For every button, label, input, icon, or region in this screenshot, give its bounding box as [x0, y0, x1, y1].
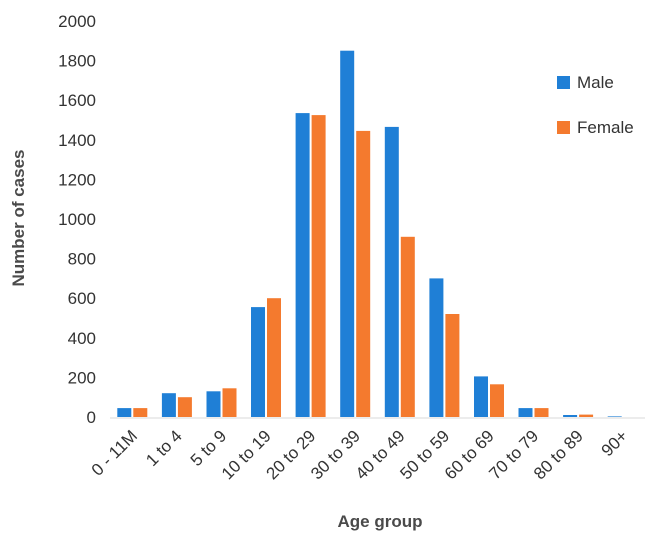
y-tick-label: 1400 [58, 131, 96, 150]
y-tick-label: 1800 [58, 52, 96, 71]
x-axis-title: Age group [338, 512, 423, 531]
legend-swatch-male [557, 76, 570, 89]
y-axis-title: Number of cases [9, 150, 28, 287]
bar-female-10 [579, 414, 594, 417]
bar-male-4 [295, 113, 310, 417]
bars [117, 50, 622, 418]
bar-female-3 [267, 298, 281, 417]
bar-male-11 [607, 416, 622, 417]
legend: Male Female [557, 73, 634, 137]
x-tick-label: 1 to 4 [142, 426, 186, 470]
bar-female-2 [222, 388, 237, 417]
x-tick-label: 0 - 11M [88, 426, 141, 479]
bar-female-6 [400, 236, 415, 417]
bar-male-3 [251, 307, 265, 417]
y-tick-label: 800 [68, 250, 96, 269]
legend-label-female: Female [577, 118, 634, 137]
y-tick-label: 400 [68, 329, 96, 348]
bar-male-9 [518, 408, 533, 417]
bar-male-5 [340, 50, 355, 417]
bar-female-5 [356, 130, 371, 417]
y-tick-label: 200 [68, 368, 96, 387]
bar-female-0 [133, 408, 148, 417]
y-tick-label: 2000 [58, 12, 96, 31]
x-tick-label: 80 to 89 [530, 426, 587, 483]
y-tick-label: 0 [87, 408, 96, 427]
y-tick-label: 600 [68, 289, 96, 308]
bar-male-1 [161, 393, 176, 417]
bar-male-7 [429, 278, 444, 417]
y-tick-label: 1200 [58, 170, 96, 189]
bar-female-8 [490, 384, 504, 417]
bar-female-9 [534, 408, 549, 417]
bar-female-1 [177, 397, 192, 417]
legend-swatch-female [557, 121, 570, 134]
bar-male-0 [117, 408, 132, 417]
x-tick-label: 90+ [598, 426, 632, 460]
bar-female-7 [445, 314, 460, 417]
bar-male-6 [384, 126, 399, 418]
y-axis-ticks: 0 200 400 600 800 1000 1200 1400 1600 1800 2000 [58, 12, 96, 427]
y-tick-label: 1000 [58, 210, 96, 229]
y-tick-label: 1600 [58, 91, 96, 110]
bar-male-10 [563, 415, 578, 417]
bar-female-4 [311, 115, 326, 417]
bar-male-8 [474, 376, 488, 417]
bar-male-2 [206, 391, 221, 417]
legend-label-male: Male [577, 73, 614, 92]
